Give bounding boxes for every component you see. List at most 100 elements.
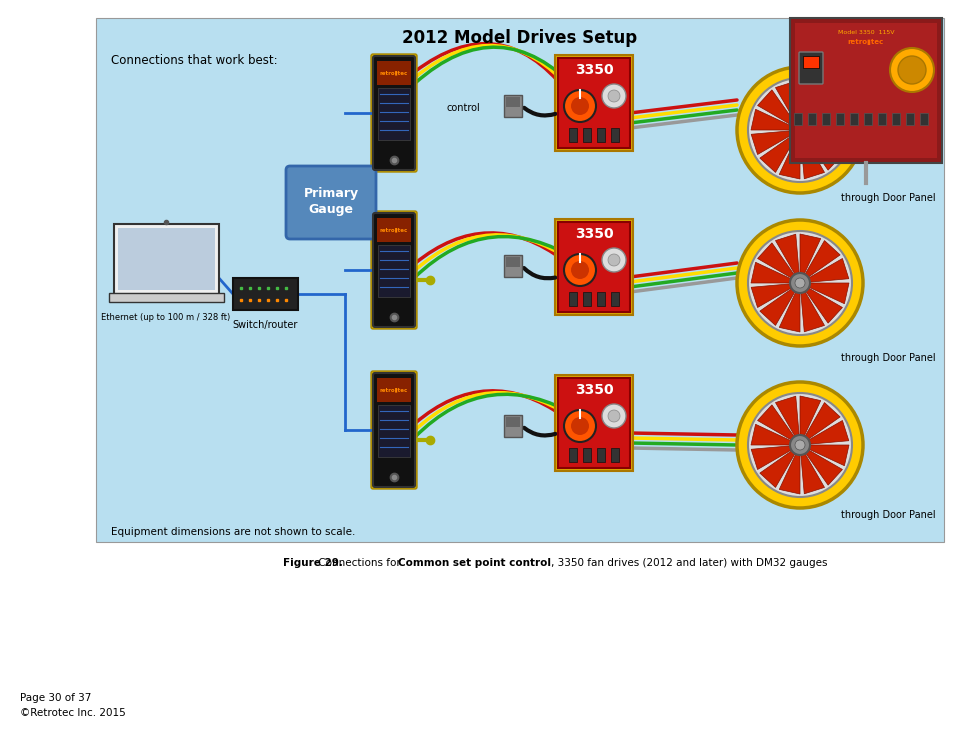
Circle shape	[789, 273, 809, 293]
Bar	[503, 415, 521, 437]
Text: 3350: 3350	[574, 63, 613, 77]
Text: Connections for: Connections for	[314, 558, 403, 568]
Polygon shape	[800, 234, 820, 277]
Circle shape	[571, 261, 588, 279]
Bar	[555, 375, 633, 471]
FancyBboxPatch shape	[371, 211, 416, 329]
Bar	[905, 113, 913, 125]
Bar	[503, 255, 521, 277]
Text: Connections that work best:: Connections that work best:	[111, 53, 277, 66]
Bar	[376, 61, 411, 85]
Bar	[849, 113, 857, 125]
Circle shape	[737, 220, 862, 346]
Polygon shape	[775, 234, 799, 277]
Polygon shape	[760, 134, 796, 173]
Bar	[568, 292, 577, 306]
Bar	[377, 245, 410, 297]
Circle shape	[789, 120, 809, 140]
Polygon shape	[805, 421, 848, 444]
Circle shape	[601, 84, 625, 108]
Bar	[558, 222, 629, 312]
Circle shape	[737, 382, 862, 508]
Bar	[863, 113, 871, 125]
Bar	[376, 378, 411, 402]
Bar	[582, 128, 590, 142]
Text: Equipment dimensions are not shown to scale.: Equipment dimensions are not shown to sc…	[111, 527, 355, 537]
Polygon shape	[750, 446, 793, 469]
Bar	[118, 228, 214, 290]
Polygon shape	[775, 81, 799, 124]
FancyBboxPatch shape	[373, 56, 415, 170]
Polygon shape	[750, 262, 793, 283]
Polygon shape	[805, 445, 848, 466]
FancyBboxPatch shape	[113, 224, 219, 294]
Circle shape	[747, 78, 851, 182]
Polygon shape	[805, 106, 848, 129]
Text: through Door Panel: through Door Panel	[841, 510, 935, 520]
Bar	[109, 293, 224, 302]
Polygon shape	[805, 130, 848, 151]
Bar	[96, 18, 943, 542]
Text: retro▮tec: retro▮tec	[847, 39, 883, 45]
Polygon shape	[775, 396, 799, 439]
Polygon shape	[802, 402, 840, 441]
Polygon shape	[805, 283, 848, 304]
Circle shape	[601, 248, 625, 272]
Circle shape	[571, 97, 588, 115]
Polygon shape	[757, 243, 795, 280]
Bar	[794, 23, 936, 158]
Circle shape	[794, 278, 804, 288]
Bar	[919, 113, 927, 125]
Bar	[568, 448, 577, 462]
Polygon shape	[757, 405, 795, 441]
Bar	[555, 55, 633, 151]
Text: retro▮tec: retro▮tec	[379, 71, 408, 75]
Bar	[558, 58, 629, 148]
Circle shape	[601, 404, 625, 428]
Circle shape	[897, 56, 925, 84]
Circle shape	[563, 254, 596, 286]
Text: control: control	[447, 103, 480, 113]
Polygon shape	[779, 137, 800, 179]
Text: ©Retrotec Inc. 2015: ©Retrotec Inc. 2015	[20, 708, 126, 718]
Text: Page 30 of 37: Page 30 of 37	[20, 693, 91, 703]
Polygon shape	[803, 134, 841, 170]
Bar	[505, 257, 519, 267]
Polygon shape	[800, 289, 823, 332]
Text: Primary
Gauge: Primary Gauge	[303, 187, 358, 216]
FancyBboxPatch shape	[371, 371, 416, 489]
Bar	[233, 278, 297, 310]
Text: 3350: 3350	[574, 227, 613, 241]
Text: Switch/router: Switch/router	[233, 320, 297, 330]
Polygon shape	[800, 81, 820, 124]
Text: through Door Panel: through Door Panel	[841, 193, 935, 203]
FancyBboxPatch shape	[373, 373, 415, 487]
Text: retro▮tec: retro▮tec	[379, 387, 408, 393]
Bar	[377, 405, 410, 457]
Circle shape	[794, 125, 804, 135]
Circle shape	[737, 67, 862, 193]
Bar	[597, 292, 604, 306]
Circle shape	[607, 90, 619, 102]
Polygon shape	[800, 396, 820, 438]
FancyBboxPatch shape	[799, 52, 822, 84]
Bar	[505, 97, 519, 107]
Circle shape	[794, 440, 804, 450]
Polygon shape	[750, 424, 793, 445]
Polygon shape	[803, 449, 841, 485]
Bar	[610, 448, 618, 462]
Bar	[821, 113, 829, 125]
Text: Common set point control: Common set point control	[397, 558, 551, 568]
Bar	[503, 95, 521, 117]
Text: Figure 29.: Figure 29.	[283, 558, 342, 568]
Polygon shape	[750, 131, 793, 154]
Bar	[582, 292, 590, 306]
Circle shape	[607, 410, 619, 422]
Polygon shape	[805, 258, 848, 283]
Polygon shape	[802, 241, 840, 279]
Polygon shape	[800, 136, 823, 179]
Circle shape	[747, 231, 851, 335]
Text: through Door Panel: through Door Panel	[841, 353, 935, 363]
Polygon shape	[750, 109, 793, 130]
Bar	[597, 448, 604, 462]
